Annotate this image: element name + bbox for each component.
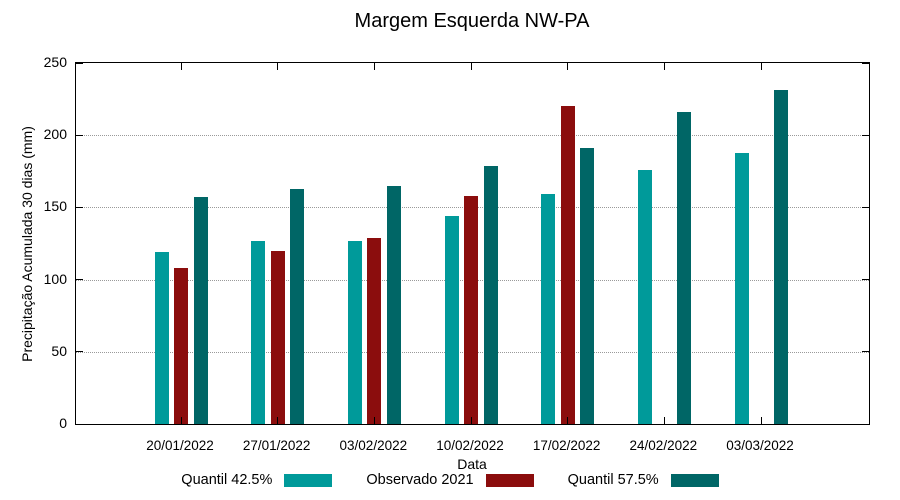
legend-swatch-2 bbox=[670, 474, 719, 487]
bar-quantil-42-5--27-01-2022 bbox=[251, 240, 266, 424]
y-tick-label-50: 50 bbox=[51, 342, 67, 359]
y-tick-label-100: 100 bbox=[43, 270, 67, 287]
legend-entry-0: Quantil 42.5% bbox=[181, 472, 333, 488]
x-tick-top-1 bbox=[277, 63, 279, 70]
gridline-200 bbox=[76, 135, 869, 137]
bar-quantil-42-5--10-02-2022 bbox=[444, 216, 459, 424]
x-tick-label-0: 20/01/2022 bbox=[146, 438, 214, 453]
y-tick-left-50 bbox=[76, 351, 83, 353]
x-tick-bottom-2 bbox=[373, 417, 375, 424]
x-tick-label-1: 27/01/2022 bbox=[242, 438, 311, 453]
x-tick-top-3 bbox=[470, 63, 472, 70]
bar-quantil-57-5--17-02-2022 bbox=[580, 148, 595, 424]
y-tick-label-250: 250 bbox=[43, 54, 67, 70]
y-tick-left-250 bbox=[76, 62, 83, 64]
x-tick-bottom-0 bbox=[180, 417, 182, 424]
x-tick-label-3: 10/02/2022 bbox=[436, 438, 504, 453]
x-tick-bottom-1 bbox=[277, 417, 279, 424]
bar-observado-2021-10-02-2022 bbox=[464, 195, 478, 424]
bar-quantil-57-5--24-02-2022 bbox=[676, 112, 691, 424]
bar-observado-2021-20-01-2022 bbox=[174, 268, 188, 424]
legend-entry-1: Observado 2021 bbox=[366, 472, 534, 488]
x-tick-top-5 bbox=[663, 63, 665, 70]
y-tick-left-100 bbox=[76, 279, 83, 281]
y-tick-label-200: 200 bbox=[43, 126, 67, 143]
bar-quantil-42-5--03-02-2022 bbox=[347, 240, 362, 424]
x-tick-bottom-5 bbox=[663, 417, 665, 424]
y-tick-right-200 bbox=[862, 134, 869, 136]
y-tick-left-0 bbox=[76, 423, 83, 425]
legend-entry-2: Quantil 57.5% bbox=[568, 473, 719, 488]
legend: Quantil 42.5% Observado 2021 Quantil 57.5% bbox=[0, 473, 900, 488]
y-tick-right-50 bbox=[862, 351, 869, 353]
bar-observado-2021-03-02-2022 bbox=[367, 237, 382, 424]
bar-quantil-42-5--20-01-2022 bbox=[154, 252, 169, 424]
bar-quantil-57-5--03-02-2022 bbox=[386, 185, 401, 424]
legend-swatch-1 bbox=[485, 474, 534, 487]
x-axis-label: Data bbox=[457, 456, 487, 472]
x-tick-bottom-4 bbox=[567, 417, 569, 424]
x-tick-label-6: 03/03/2022 bbox=[726, 438, 794, 453]
y-tick-left-150 bbox=[76, 206, 83, 208]
x-tick-top-0 bbox=[180, 63, 182, 70]
bar-quantil-57-5--27-01-2022 bbox=[290, 188, 305, 424]
x-tick-label-4: 17/02/2022 bbox=[532, 438, 601, 453]
bar-quantil-42-5--03-03-2022 bbox=[734, 152, 749, 424]
x-tick-top-2 bbox=[373, 63, 375, 70]
bar-quantil-57-5--10-02-2022 bbox=[483, 165, 498, 424]
y-tick-right-100 bbox=[862, 279, 869, 281]
bar-quantil-42-5--24-02-2022 bbox=[637, 169, 652, 424]
y-tick-right-150 bbox=[862, 206, 869, 208]
y-tick-right-0 bbox=[862, 423, 869, 425]
bar-observado-2021-17-02-2022 bbox=[560, 106, 575, 424]
chart-title: Margem Esquerda NW-PA bbox=[354, 10, 590, 32]
legend-label-1: Observado 2021 bbox=[366, 472, 474, 488]
y-tick-left-200 bbox=[76, 134, 83, 136]
x-tick-bottom-3 bbox=[470, 417, 472, 424]
x-tick-label-2: 03/02/2022 bbox=[339, 438, 408, 453]
y-tick-label-150: 150 bbox=[43, 198, 67, 215]
x-tick-top-6 bbox=[760, 63, 762, 70]
y-tick-label-0: 0 bbox=[59, 415, 67, 431]
legend-swatch-0 bbox=[284, 474, 333, 487]
bar-quantil-57-5--03-03-2022 bbox=[773, 90, 788, 424]
x-tick-bottom-6 bbox=[760, 417, 762, 424]
x-tick-label-5: 24/02/2022 bbox=[629, 438, 698, 453]
x-tick-top-4 bbox=[567, 63, 569, 70]
legend-label-0: Quantil 42.5% bbox=[181, 472, 273, 488]
plot-area bbox=[75, 62, 870, 425]
y-tick-right-250 bbox=[862, 62, 869, 64]
legend-label-2: Quantil 57.5% bbox=[567, 472, 659, 488]
bar-observado-2021-27-01-2022 bbox=[270, 250, 285, 424]
bar-quantil-42-5--17-02-2022 bbox=[541, 194, 556, 424]
bar-quantil-57-5--20-01-2022 bbox=[193, 197, 208, 424]
